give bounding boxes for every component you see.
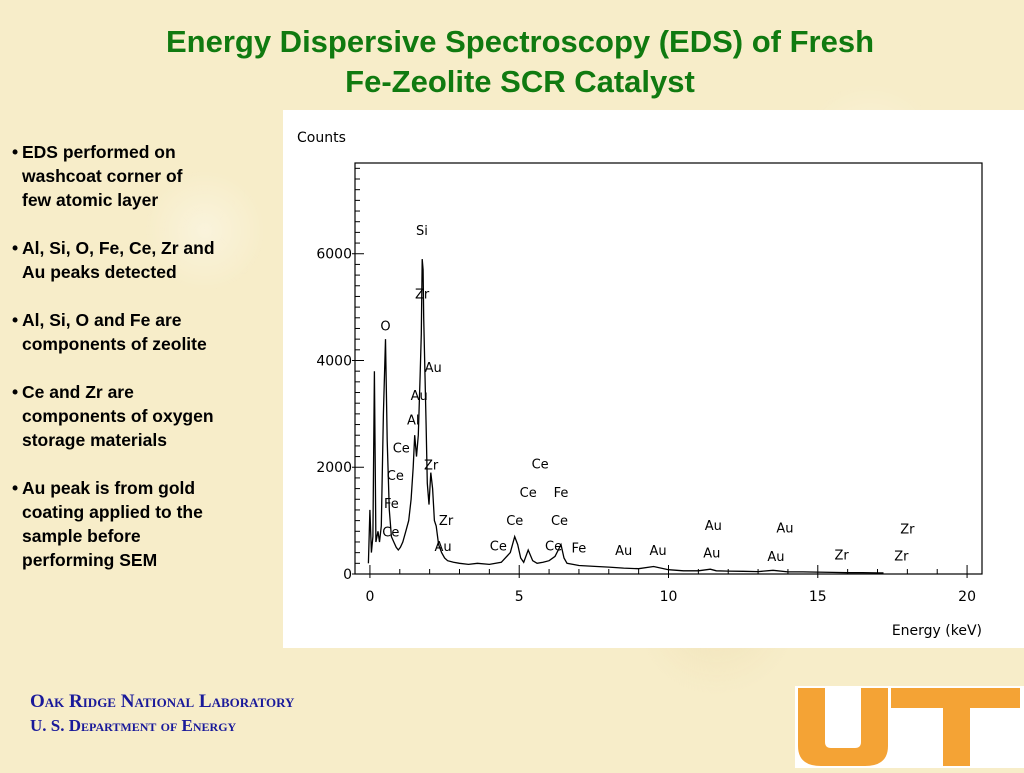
peak-label: Au <box>615 544 632 559</box>
peak-label: Au <box>435 540 452 555</box>
bullet-line: storage materials <box>22 430 167 450</box>
peak-labels: Si Zr O Au Au Al Ce Ce Fe Ce Zr Zr Au Ce Ce Fe Ce Ce Ce Ce F… <box>380 224 915 565</box>
peak-label: Ce <box>506 514 523 529</box>
x-tick-label: 0 <box>365 589 374 605</box>
peak-label: Ce <box>490 540 507 555</box>
x-axis-label: Energy (keV) <box>892 623 982 639</box>
peak-label: Au <box>776 521 793 536</box>
peak-label: Zr <box>424 458 439 473</box>
y-tick-label: 0 <box>343 567 352 583</box>
ut-logo <box>795 686 1024 768</box>
peak-label: Ce <box>393 441 410 456</box>
peak-label: Ce <box>387 469 404 484</box>
peak-label: Ce <box>382 526 399 541</box>
eds-spectrum-svg: Counts Energy (keV) 0 2000 4000 6000 0 5 10 15 2… <box>297 130 983 639</box>
bullet-line: Au peaks detected <box>22 262 177 282</box>
bullet-item: Ce and Zr are components of oxygen stora… <box>12 380 282 452</box>
slide-title-line2: Fe-Zeolite SCR Catalyst <box>345 64 695 99</box>
x-tick-label: 5 <box>515 589 524 605</box>
bullet-line: Al, Si, O and Fe are <box>22 310 182 330</box>
slide-title: Energy Dispersive Spectroscopy (EDS) of … <box>60 22 980 102</box>
x-tick-label: 10 <box>660 589 678 605</box>
slide-title-line1: Energy Dispersive Spectroscopy (EDS) of … <box>165 24 875 59</box>
peak-label: Zr <box>439 514 454 529</box>
peak-label: Au <box>411 389 428 404</box>
bullet-item: EDS performed on washcoat corner of few … <box>12 140 282 212</box>
peak-label: Au <box>767 550 784 565</box>
peak-label: Zr <box>900 522 915 537</box>
peak-label: Au <box>705 519 722 534</box>
peak-label: Fe <box>572 542 587 557</box>
peak-label: Si <box>416 224 428 239</box>
peak-label: Ce <box>545 540 562 555</box>
peak-label: Zr <box>894 550 909 565</box>
bullet-item: Au peak is from gold coating applied to … <box>12 476 282 572</box>
peak-label: Zr <box>415 288 430 303</box>
peak-label: Fe <box>384 497 399 512</box>
peak-label: Au <box>425 361 442 376</box>
bullet-line: few atomic layer <box>22 190 159 210</box>
peak-label: Ce <box>520 486 537 501</box>
footer-org: Oak Ridge National Laboratory <box>30 691 295 712</box>
bullet-list: EDS performed on washcoat corner of few … <box>12 140 282 596</box>
x-tick-label: 15 <box>809 589 827 605</box>
bullet-line: Au peak is from gold <box>22 478 196 498</box>
axes: 0 2000 4000 6000 0 5 10 15 20 <box>316 167 976 605</box>
eds-spectrum-chart: Counts Energy (keV) 0 2000 4000 6000 0 5 10 15 2… <box>283 110 1024 648</box>
bullet-line: components of zeolite <box>22 334 207 354</box>
peak-label: Fe <box>554 486 569 501</box>
plot-frame <box>354 162 983 575</box>
spectrum-line <box>367 259 884 574</box>
y-tick-label: 2000 <box>316 460 352 476</box>
y-tick-label: 6000 <box>316 247 352 263</box>
bullet-line: washcoat corner of <box>22 166 183 186</box>
bullet-line: EDS performed on <box>22 142 176 162</box>
x-tick-label: 20 <box>958 589 976 605</box>
bullet-line: Al, Si, O, Fe, Ce, Zr and <box>22 238 215 258</box>
peak-label: Ce <box>532 457 549 472</box>
bullet-line: performing SEM <box>22 550 158 570</box>
bullet-line: components of oxygen <box>22 406 214 426</box>
bullet-line: Ce and Zr are <box>22 382 134 402</box>
ut-logo-icon <box>798 688 1020 766</box>
peak-label: Zr <box>835 549 850 564</box>
footer-department: U. S. Department of Energy <box>30 716 237 735</box>
peak-label: Au <box>703 546 720 561</box>
ornl-footer: Oak Ridge National Laboratory U. S. Depa… <box>30 690 294 738</box>
peak-label: Al <box>407 414 420 429</box>
peak-label: Ce <box>551 514 568 529</box>
y-axis-label: Counts <box>297 130 346 146</box>
peak-label: Au <box>649 544 666 559</box>
bullet-item: Al, Si, O, Fe, Ce, Zr and Au peaks detec… <box>12 236 282 284</box>
bullet-item: Al, Si, O and Fe are components of zeoli… <box>12 308 282 356</box>
bullet-line: coating applied to the <box>22 502 203 522</box>
bullet-line: sample before <box>22 526 141 546</box>
peak-label: O <box>380 320 390 335</box>
y-tick-label: 4000 <box>316 353 352 369</box>
